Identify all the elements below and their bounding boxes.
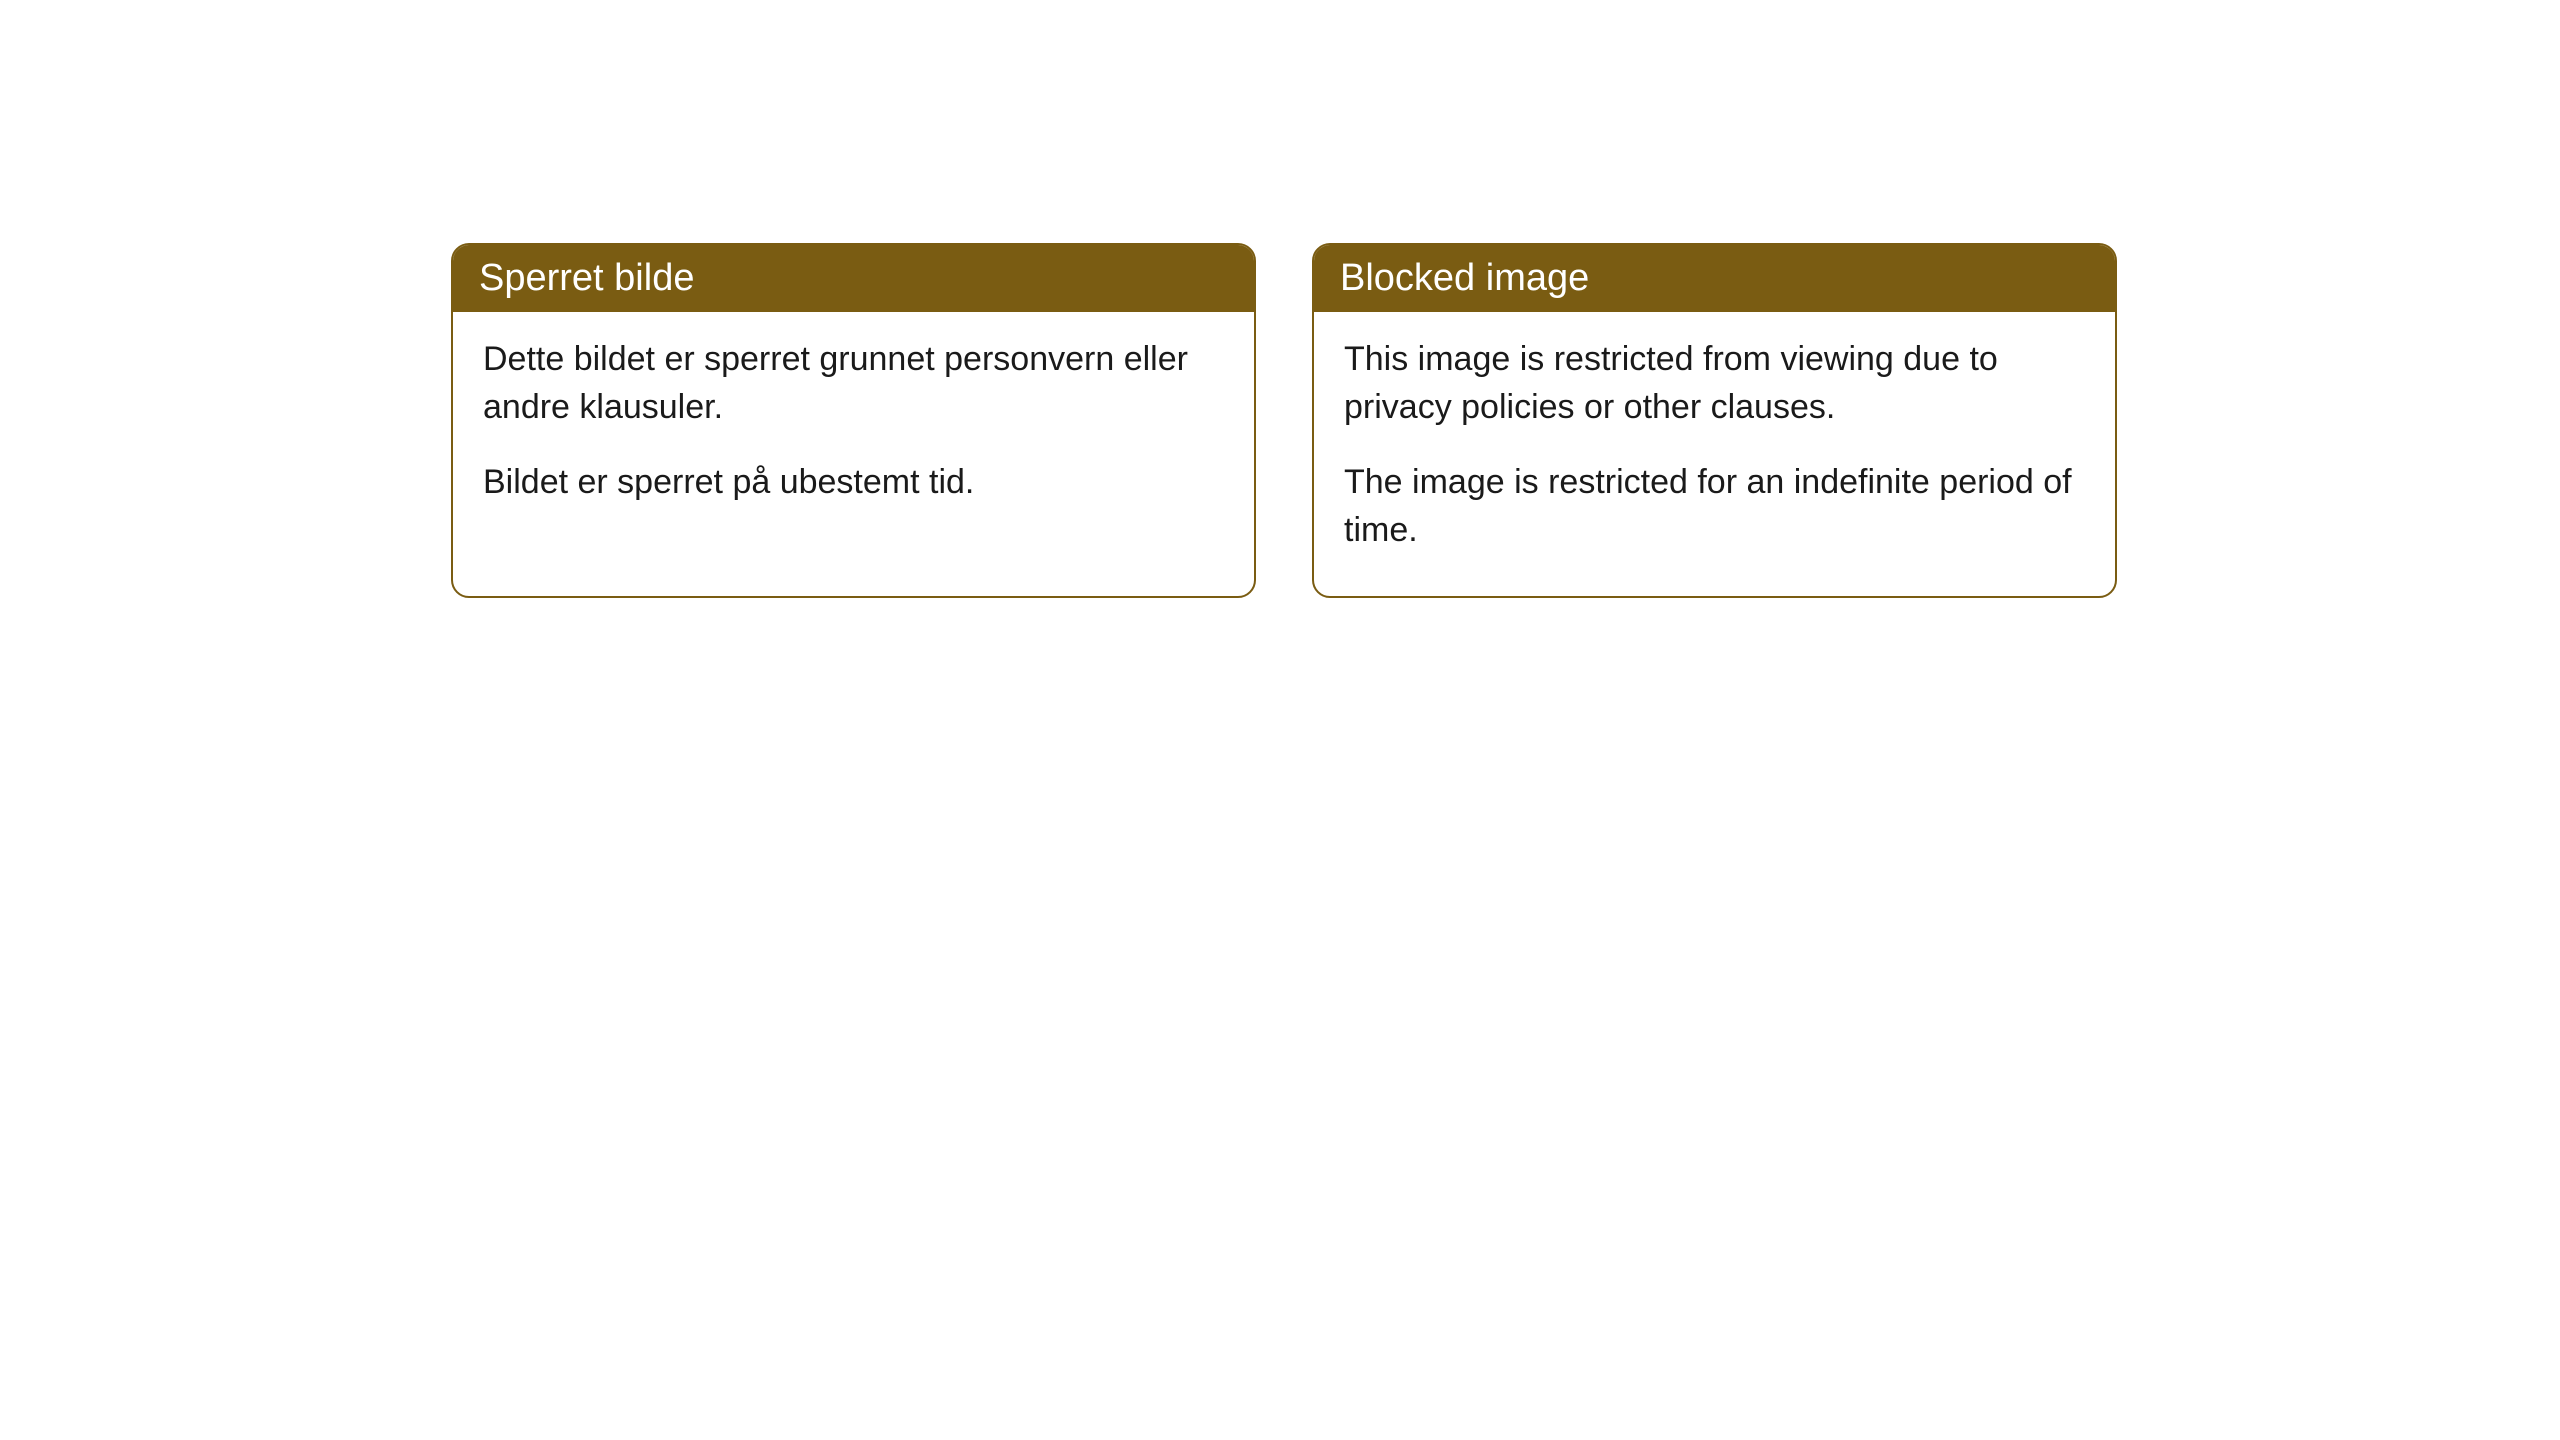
notice-card-norwegian: Sperret bilde Dette bildet er sperret gr… bbox=[451, 243, 1256, 598]
card-title-norwegian: Sperret bilde bbox=[479, 257, 694, 299]
card-body-norwegian: Dette bildet er sperret grunnet personve… bbox=[453, 312, 1254, 549]
card-paragraph-norwegian-2: Bildet er sperret på ubestemt tid. bbox=[483, 459, 1224, 507]
card-paragraph-norwegian-1: Dette bildet er sperret grunnet personve… bbox=[483, 336, 1224, 431]
notice-cards-container: Sperret bilde Dette bildet er sperret gr… bbox=[451, 243, 2117, 598]
card-header-english: Blocked image bbox=[1314, 245, 2115, 312]
card-title-english: Blocked image bbox=[1340, 257, 1589, 299]
notice-card-english: Blocked image This image is restricted f… bbox=[1312, 243, 2117, 598]
card-paragraph-english-1: This image is restricted from viewing du… bbox=[1344, 336, 2085, 431]
card-body-english: This image is restricted from viewing du… bbox=[1314, 312, 2115, 596]
card-header-norwegian: Sperret bilde bbox=[453, 245, 1254, 312]
card-paragraph-english-2: The image is restricted for an indefinit… bbox=[1344, 459, 2085, 554]
